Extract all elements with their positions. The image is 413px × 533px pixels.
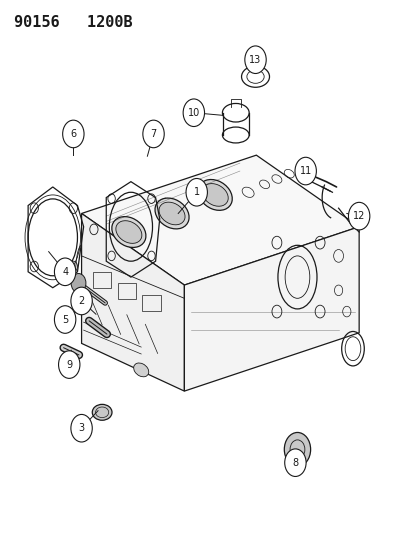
- Circle shape: [284, 432, 310, 466]
- Text: 90156   1200B: 90156 1200B: [14, 14, 132, 30]
- Circle shape: [284, 449, 305, 477]
- Circle shape: [54, 306, 76, 333]
- Ellipse shape: [198, 180, 232, 211]
- Circle shape: [71, 273, 85, 293]
- Text: 1: 1: [193, 187, 199, 197]
- Text: 11: 11: [299, 166, 311, 176]
- Circle shape: [294, 157, 316, 185]
- Circle shape: [71, 415, 92, 442]
- Circle shape: [58, 351, 80, 378]
- Text: 13: 13: [249, 55, 261, 64]
- Polygon shape: [81, 214, 184, 391]
- Ellipse shape: [133, 363, 148, 377]
- Circle shape: [185, 179, 207, 206]
- Text: 12: 12: [352, 211, 364, 221]
- Text: 6: 6: [70, 129, 76, 139]
- Ellipse shape: [116, 221, 142, 244]
- Circle shape: [54, 258, 76, 286]
- Circle shape: [71, 287, 92, 315]
- Text: 8: 8: [292, 458, 298, 467]
- Circle shape: [62, 120, 84, 148]
- Ellipse shape: [202, 183, 228, 206]
- Polygon shape: [184, 227, 358, 391]
- Ellipse shape: [92, 405, 112, 420]
- Polygon shape: [81, 155, 358, 285]
- Text: 9: 9: [66, 360, 72, 369]
- Ellipse shape: [159, 202, 185, 225]
- Text: 3: 3: [78, 423, 84, 433]
- Text: 7: 7: [150, 129, 156, 139]
- Circle shape: [244, 46, 266, 74]
- Ellipse shape: [112, 216, 145, 247]
- Circle shape: [183, 99, 204, 126]
- Circle shape: [142, 120, 164, 148]
- Text: 2: 2: [78, 296, 85, 306]
- Text: 10: 10: [187, 108, 199, 118]
- Text: 4: 4: [62, 267, 68, 277]
- Ellipse shape: [154, 198, 189, 229]
- Circle shape: [348, 203, 369, 230]
- Text: 5: 5: [62, 314, 68, 325]
